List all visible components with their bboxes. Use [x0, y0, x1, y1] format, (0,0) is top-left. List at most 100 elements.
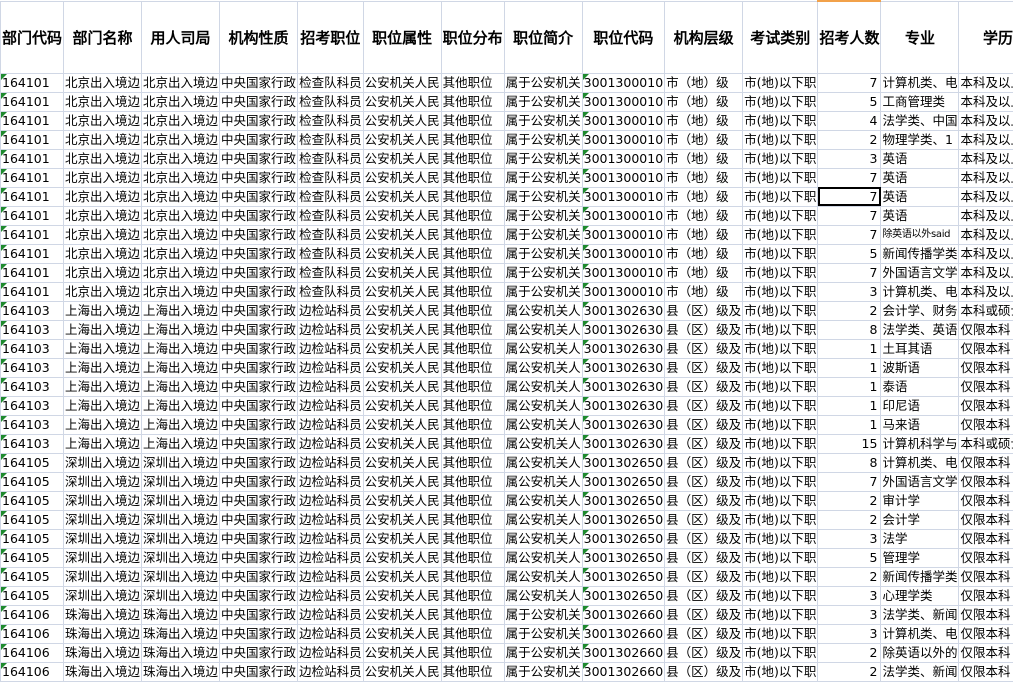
- cell-hire-count[interactable]: 7: [817, 262, 882, 283]
- cell-education[interactable]: 仅限本科: [958, 376, 1013, 397]
- cell-position-intro[interactable]: 属公安机关人: [503, 338, 583, 359]
- cell-position-attr[interactable]: 公安机关人民: [362, 661, 442, 682]
- cell-major[interactable]: 计算机类、电: [880, 281, 960, 302]
- cell-position-distribution[interactable]: 其他职位: [440, 509, 505, 530]
- cell-hire-count[interactable]: 5: [817, 243, 882, 264]
- cell-major[interactable]: 英语: [880, 167, 960, 188]
- cell-org-level[interactable]: 县（区）级及: [664, 623, 744, 644]
- cell-dept-code[interactable]: 164105: [0, 490, 65, 511]
- cell-bureau[interactable]: 北京出入境边: [141, 186, 221, 207]
- cell-org-level[interactable]: 市（地）级: [664, 281, 744, 302]
- cell-position-code[interactable]: 3001300010: [581, 129, 666, 150]
- cell-position-intro[interactable]: 属公安机关人: [503, 433, 583, 454]
- cell-position-distribution[interactable]: 其他职位: [440, 129, 505, 150]
- cell-exam-type[interactable]: 市(地)以下职: [742, 604, 819, 625]
- cell-position[interactable]: 检查队科员: [297, 167, 364, 188]
- cell-dept-code[interactable]: 164103: [0, 357, 65, 378]
- column-header-org-nature[interactable]: 机构性质: [219, 0, 299, 74]
- cell-org-level[interactable]: 县（区）级及: [664, 490, 744, 511]
- cell-dept-code[interactable]: 164101: [0, 281, 65, 302]
- cell-dept-name[interactable]: 深圳出入境边: [63, 452, 143, 473]
- cell-org-level[interactable]: 县（区）级及: [664, 528, 744, 549]
- cell-dept-code[interactable]: 164101: [0, 262, 65, 283]
- cell-dept-code[interactable]: 164103: [0, 395, 65, 416]
- cell-position-intro[interactable]: 属于公安机关: [503, 91, 583, 112]
- cell-bureau[interactable]: 北京出入境边: [141, 72, 221, 93]
- cell-education[interactable]: 仅限本科: [958, 490, 1013, 511]
- cell-position[interactable]: 边检站科员: [297, 376, 364, 397]
- cell-dept-name[interactable]: 北京出入境边: [63, 205, 143, 226]
- cell-position-distribution[interactable]: 其他职位: [440, 357, 505, 378]
- cell-org-level[interactable]: 市（地）级: [664, 262, 744, 283]
- cell-position-code[interactable]: 3001300010: [581, 243, 666, 264]
- cell-position-distribution[interactable]: 其他职位: [440, 110, 505, 131]
- cell-dept-code[interactable]: 164105: [0, 566, 65, 587]
- cell-bureau[interactable]: 珠海出入境边: [141, 642, 221, 663]
- cell-dept-name[interactable]: 深圳出入境边: [63, 509, 143, 530]
- cell-position-code[interactable]: 3001302630: [581, 395, 666, 416]
- cell-major[interactable]: 计算机类、电: [880, 452, 960, 473]
- cell-dept-name[interactable]: 北京出入境边: [63, 262, 143, 283]
- cell-bureau[interactable]: 深圳出入境边: [141, 490, 221, 511]
- cell-position[interactable]: 边检站科员: [297, 319, 364, 340]
- cell-position-distribution[interactable]: 其他职位: [440, 281, 505, 302]
- cell-position-attr[interactable]: 公安机关人民: [362, 490, 442, 511]
- cell-position-attr[interactable]: 公安机关人民: [362, 281, 442, 302]
- cell-education[interactable]: 仅限本科: [958, 357, 1013, 378]
- cell-exam-type[interactable]: 市(地)以下职: [742, 490, 819, 511]
- cell-position[interactable]: 检查队科员: [297, 129, 364, 150]
- cell-bureau[interactable]: 北京出入境边: [141, 262, 221, 283]
- cell-position-code[interactable]: 3001302660: [581, 604, 666, 625]
- cell-hire-count[interactable]: 7: [817, 72, 882, 93]
- cell-position-intro[interactable]: 属公安机关人: [503, 566, 583, 587]
- cell-exam-type[interactable]: 市(地)以下职: [742, 471, 819, 492]
- cell-dept-code[interactable]: 164103: [0, 300, 65, 321]
- cell-position-intro[interactable]: 属于公安机关: [503, 148, 583, 169]
- cell-org-nature[interactable]: 中央国家行政: [219, 167, 299, 188]
- cell-position-code[interactable]: 3001302630: [581, 433, 666, 454]
- cell-position-distribution[interactable]: 其他职位: [440, 338, 505, 359]
- cell-position-attr[interactable]: 公安机关人民: [362, 186, 442, 207]
- cell-position[interactable]: 检查队科员: [297, 281, 364, 302]
- cell-org-nature[interactable]: 中央国家行政: [219, 509, 299, 530]
- cell-org-level[interactable]: 县（区）级及: [664, 319, 744, 340]
- cell-bureau[interactable]: 北京出入境边: [141, 224, 221, 245]
- cell-position-distribution[interactable]: 其他职位: [440, 205, 505, 226]
- cell-org-level[interactable]: 市（地）级: [664, 186, 744, 207]
- cell-position-intro[interactable]: 属公安机关人: [503, 528, 583, 549]
- cell-position-distribution[interactable]: 其他职位: [440, 661, 505, 682]
- cell-position-distribution[interactable]: 其他职位: [440, 395, 505, 416]
- cell-hire-count[interactable]: 8: [817, 452, 882, 473]
- cell-position-intro[interactable]: 属于公安机关: [503, 224, 583, 245]
- cell-major[interactable]: 计算机科学与: [880, 433, 960, 454]
- cell-exam-type[interactable]: 市(地)以下职: [742, 319, 819, 340]
- cell-org-level[interactable]: 县（区）级及: [664, 604, 744, 625]
- cell-exam-type[interactable]: 市(地)以下职: [742, 566, 819, 587]
- cell-org-level[interactable]: 县（区）级及: [664, 452, 744, 473]
- cell-org-level[interactable]: 市（地）级: [664, 110, 744, 131]
- cell-org-nature[interactable]: 中央国家行政: [219, 471, 299, 492]
- cell-org-level[interactable]: 市（地）级: [664, 148, 744, 169]
- cell-dept-name[interactable]: 深圳出入境边: [63, 547, 143, 568]
- cell-position-distribution[interactable]: 其他职位: [440, 186, 505, 207]
- column-header-hire-count[interactable]: 招考人数: [817, 0, 882, 74]
- cell-position[interactable]: 检查队科员: [297, 148, 364, 169]
- cell-education[interactable]: 本科及以上: [958, 243, 1013, 264]
- cell-education[interactable]: 仅限本科: [958, 414, 1013, 435]
- cell-position-attr[interactable]: 公安机关人民: [362, 72, 442, 93]
- cell-exam-type[interactable]: 市(地)以下职: [742, 72, 819, 93]
- cell-position-code[interactable]: 3001300010: [581, 262, 666, 283]
- cell-bureau[interactable]: 深圳出入境边: [141, 471, 221, 492]
- cell-position[interactable]: 检查队科员: [297, 186, 364, 207]
- cell-exam-type[interactable]: 市(地)以下职: [742, 376, 819, 397]
- cell-position-distribution[interactable]: 其他职位: [440, 148, 505, 169]
- cell-position-code[interactable]: 3001302650: [581, 490, 666, 511]
- cell-dept-name[interactable]: 北京出入境边: [63, 224, 143, 245]
- cell-education[interactable]: 本科及以上: [958, 72, 1013, 93]
- cell-position-code[interactable]: 3001302650: [581, 528, 666, 549]
- cell-position-attr[interactable]: 公安机关人民: [362, 376, 442, 397]
- cell-org-nature[interactable]: 中央国家行政: [219, 243, 299, 264]
- cell-position-attr[interactable]: 公安机关人民: [362, 604, 442, 625]
- cell-hire-count[interactable]: 2: [817, 661, 882, 682]
